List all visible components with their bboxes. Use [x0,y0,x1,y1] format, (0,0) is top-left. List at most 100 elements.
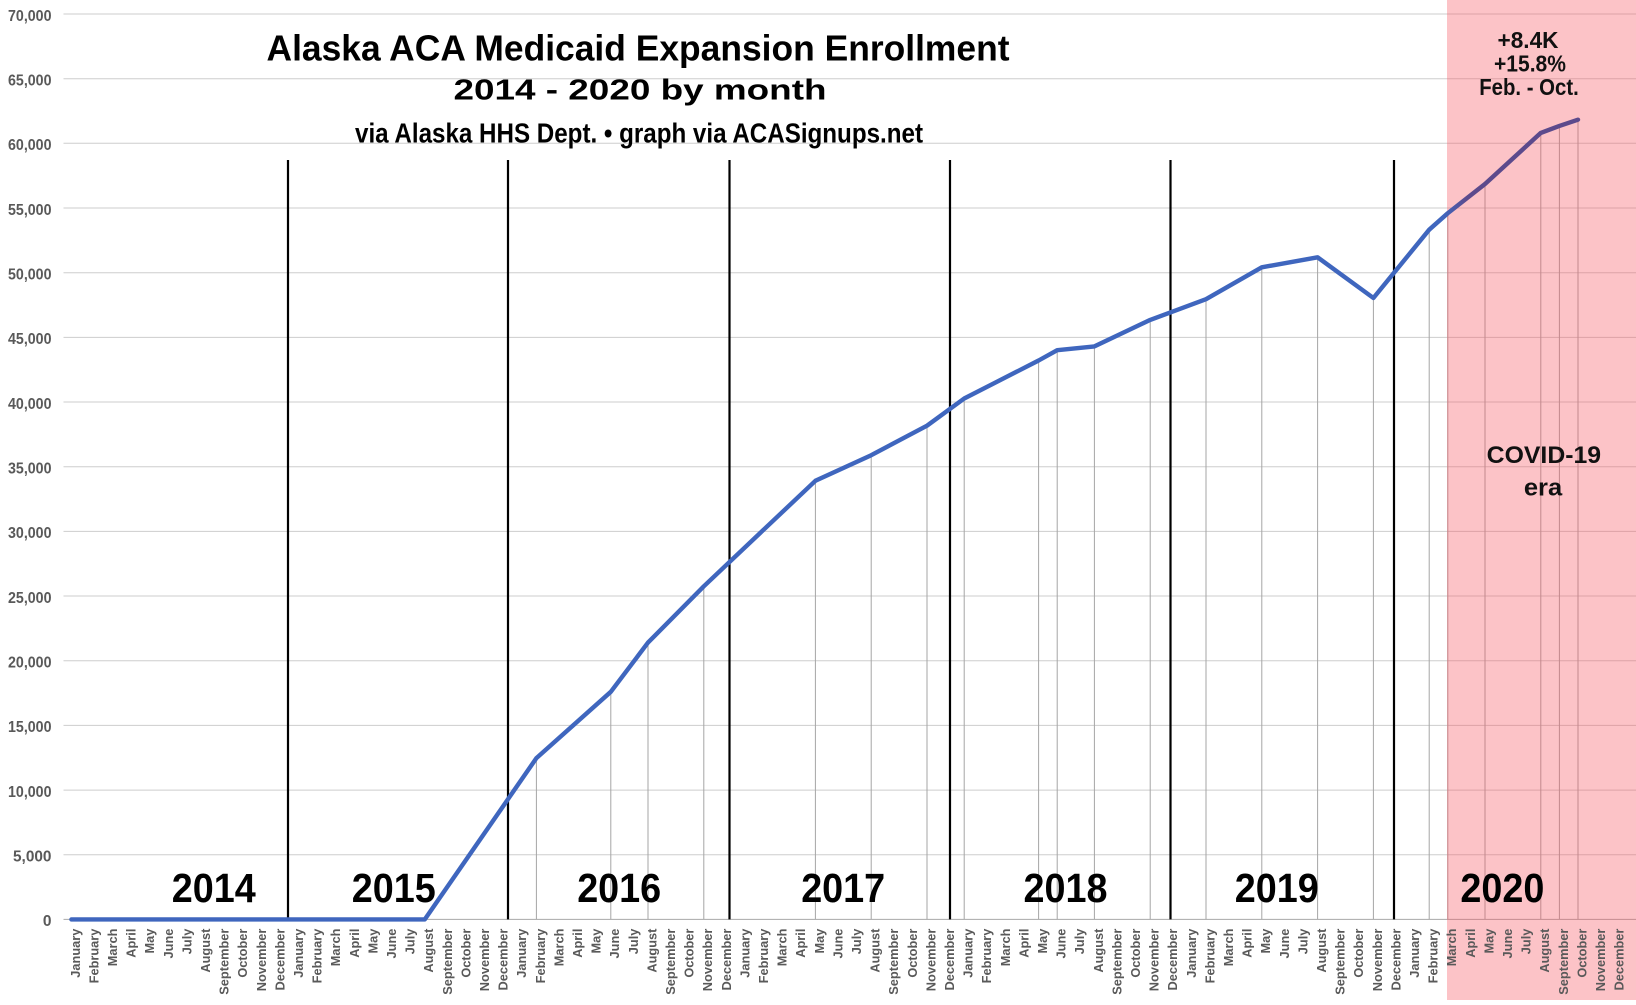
svg-text:August: August [1537,928,1552,973]
svg-text:June: June [384,929,399,959]
svg-text:December: December [272,929,287,991]
svg-text:July: July [179,928,194,954]
svg-text:October: October [458,929,473,978]
svg-text:April: April [347,929,362,958]
svg-text:September: September [1333,929,1348,995]
svg-text:April: April [1463,929,1478,958]
svg-text:July: July [626,928,641,954]
svg-text:Feb. - Oct.: Feb. - Oct. [1479,74,1579,100]
svg-text:September: September [886,929,901,995]
svg-text:February: February [1202,928,1217,984]
svg-text:5,000: 5,000 [13,849,52,866]
svg-text:May: May [365,928,380,954]
svg-text:September: September [1109,929,1124,995]
svg-text:45,000: 45,000 [8,331,52,348]
svg-text:35,000: 35,000 [8,461,52,478]
svg-text:40,000: 40,000 [8,396,52,413]
svg-text:January: January [291,928,306,978]
svg-text:era: era [1524,475,1563,502]
svg-text:May: May [1481,928,1496,954]
svg-text:January: January [1184,928,1199,978]
svg-text:February: February [86,928,101,984]
svg-text:2016: 2016 [577,865,661,911]
svg-text:January: January [514,928,529,978]
svg-text:20,000: 20,000 [8,655,52,672]
svg-text:November: November [1370,929,1385,992]
svg-text:November: November [477,929,492,992]
svg-text:December: December [1388,929,1403,991]
svg-text:January: January [1407,928,1422,978]
svg-text:November: November [1593,929,1608,992]
svg-text:December: December [1165,929,1180,991]
svg-text:August: August [1314,928,1329,973]
svg-text:2017: 2017 [801,865,885,911]
svg-text:August: August [868,928,883,973]
svg-text:January: January [737,928,752,978]
svg-text:April: April [1240,929,1255,958]
svg-text:60,000: 60,000 [8,137,52,154]
svg-text:July: July [849,928,864,954]
svg-text:2014: 2014 [172,865,256,911]
svg-text:February: February [1426,928,1441,984]
svg-text:10,000: 10,000 [8,784,52,801]
svg-text:July: July [1072,928,1087,954]
svg-text:November: November [254,929,269,992]
svg-text:October: October [1351,929,1366,978]
svg-text:September: September [217,929,232,995]
svg-text:March: March [328,928,343,966]
svg-text:October: October [905,929,920,978]
svg-text:November: November [923,929,938,992]
svg-text:55,000: 55,000 [8,202,52,219]
svg-text:January: January [961,928,976,978]
svg-text:October: October [235,929,250,978]
svg-text:June: June [161,929,176,959]
svg-text:June: June [607,929,622,959]
svg-text:November: November [700,929,715,992]
svg-text:April: April [570,929,585,958]
svg-text:October: October [1128,929,1143,978]
svg-text:April: April [124,929,139,958]
svg-text:December: December [1612,929,1627,991]
svg-text:April: April [1016,929,1031,958]
svg-text:September: September [440,929,455,995]
svg-text:March: March [775,928,790,966]
svg-text:February: February [310,928,325,984]
svg-text:September: September [1556,929,1571,995]
svg-text:via Alaska HHS Dept. • graph v: via Alaska HHS Dept. • graph via ACASign… [355,118,923,149]
svg-text:2019: 2019 [1235,865,1319,911]
svg-text:December: December [719,929,734,991]
svg-text:August: August [644,928,659,973]
svg-text:2015: 2015 [352,865,436,911]
svg-text:February: February [979,928,994,984]
svg-text:2020: 2020 [1460,865,1544,911]
svg-text:August: August [198,928,213,973]
svg-text:May: May [812,928,827,954]
svg-text:February: February [533,928,548,984]
svg-text:December: December [942,929,957,991]
svg-text:2018: 2018 [1024,865,1108,911]
svg-text:March: March [105,928,120,966]
svg-text:70,000: 70,000 [8,8,52,25]
svg-text:March: March [1444,928,1459,966]
svg-text:Alaska ACA Medicaid Expansion: Alaska ACA Medicaid Expansion Enrollment [267,27,1010,68]
svg-text:September: September [663,929,678,995]
svg-text:October: October [682,929,697,978]
svg-text:March: March [998,928,1013,966]
svg-text:March: March [1221,928,1236,966]
svg-text:November: November [1147,929,1162,992]
svg-text:+8.4K: +8.4K [1498,27,1559,53]
svg-text:COVID-19: COVID-19 [1487,442,1601,469]
svg-text:25,000: 25,000 [8,590,52,607]
svg-text:January: January [68,928,83,978]
svg-text:May: May [142,928,157,954]
svg-text:30,000: 30,000 [8,525,52,542]
svg-text:April: April [793,929,808,958]
svg-text:2014 - 2020 by month: 2014 - 2020 by month [454,74,827,106]
svg-text:March: March [551,928,566,966]
svg-text:65,000: 65,000 [8,73,52,90]
svg-text:October: October [1574,929,1589,978]
svg-text:July: July [1295,928,1310,954]
svg-text:May: May [1035,928,1050,954]
svg-text:June: June [1500,929,1515,959]
svg-text:May: May [589,928,604,954]
